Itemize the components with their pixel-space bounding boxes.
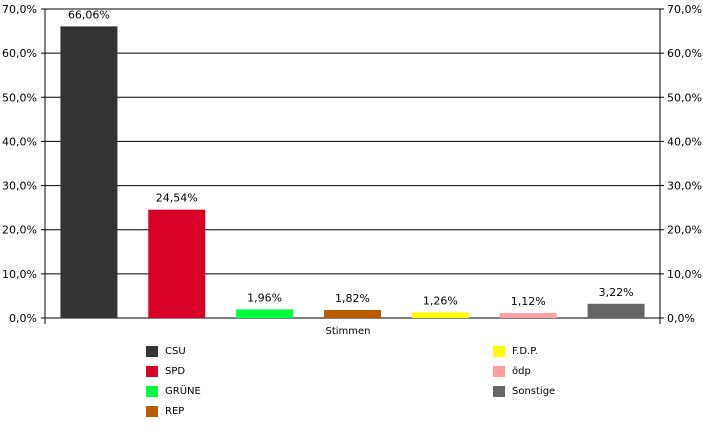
legend-item-grüne: GRÜNE xyxy=(146,383,201,399)
legend-swatch xyxy=(146,405,158,417)
y-tick-label-left: 30,0% xyxy=(2,180,37,193)
y-tick-label-right: 20,0% xyxy=(667,224,702,237)
legend-label: SPD xyxy=(165,365,186,377)
y-tick-label-left: 40,0% xyxy=(2,135,37,148)
legend-item-spd: SPD xyxy=(146,363,185,379)
bar-ödp xyxy=(499,313,557,318)
y-tick-label-right: 70,0% xyxy=(667,3,702,16)
x-axis-label: Stimmen xyxy=(325,326,370,337)
legend-swatch xyxy=(493,345,505,357)
y-tick-label-right: 50,0% xyxy=(667,91,702,104)
y-tick-label-right: 10,0% xyxy=(667,268,702,281)
bar-grüne xyxy=(236,309,294,318)
y-tick-label-right: 30,0% xyxy=(667,180,702,193)
legend-label: Sonstige xyxy=(512,385,556,397)
data-label-sonstige: 3,22% xyxy=(599,286,634,299)
legend-swatch xyxy=(146,365,158,377)
y-tick-label-right: 60,0% xyxy=(667,47,702,60)
data-label-csu: 66,06% xyxy=(68,8,110,21)
y-tick-label-left: 70,0% xyxy=(2,3,37,16)
legend-label: REP xyxy=(165,405,185,417)
legend-label: CSU xyxy=(165,345,186,357)
y-tick-label-left: 10,0% xyxy=(2,268,37,281)
y-tick-label-right: 0,0% xyxy=(667,312,695,325)
legend-swatch xyxy=(146,385,158,397)
legend-item-rep: REP xyxy=(146,403,184,419)
legend-item-ödp: ödp xyxy=(493,363,531,379)
bar-spd xyxy=(148,209,206,318)
legend-label: F.D.P. xyxy=(512,345,538,357)
data-labels: 66,06% 24,54% 1,96% 1,82% 1,26% 1,12% 3,22% xyxy=(68,8,634,308)
axes xyxy=(41,8,664,324)
bars xyxy=(60,26,645,319)
legend-swatch xyxy=(146,345,158,357)
legend-item-sonstige: Sonstige xyxy=(493,383,555,399)
legend-label: ödp xyxy=(512,365,531,377)
legend-item-csu: CSU xyxy=(146,343,186,359)
legend-label: GRÜNE xyxy=(165,385,201,397)
data-label-grüne: 1,96% xyxy=(247,291,282,304)
legend-swatch xyxy=(493,365,505,377)
legend-swatch xyxy=(493,385,505,397)
bar-chart: 66,06% 24,54% 1,96% 1,82% 1,26% 1,12% 3,22% 0,… xyxy=(2,3,702,337)
y-tick-label-left: 60,0% xyxy=(2,47,37,60)
data-label-ödp: 1,12% xyxy=(511,295,546,308)
gridlines xyxy=(45,8,660,319)
bar-rep xyxy=(324,309,381,318)
y-tick-label-left: 0,0% xyxy=(9,312,37,325)
bar-csu xyxy=(60,26,118,319)
bar-f-d-p- xyxy=(411,312,469,318)
y-tick-label-left: 20,0% xyxy=(2,224,37,237)
data-label-rep: 1,82% xyxy=(335,292,370,305)
y-tick-label-left: 50,0% xyxy=(2,91,37,104)
y-tick-label-right: 40,0% xyxy=(667,135,702,148)
tick-labels: 0,0% 0,0% 10,0% 10,0% 20,0% 20,0% 30,0% 30,0% 40… xyxy=(2,3,702,325)
legend-item-f-d-p-: F.D.P. xyxy=(493,343,538,359)
data-label-spd: 24,54% xyxy=(156,192,198,205)
bar-sonstige xyxy=(587,303,645,318)
data-label-f-d-p-: 1,26% xyxy=(423,294,458,307)
